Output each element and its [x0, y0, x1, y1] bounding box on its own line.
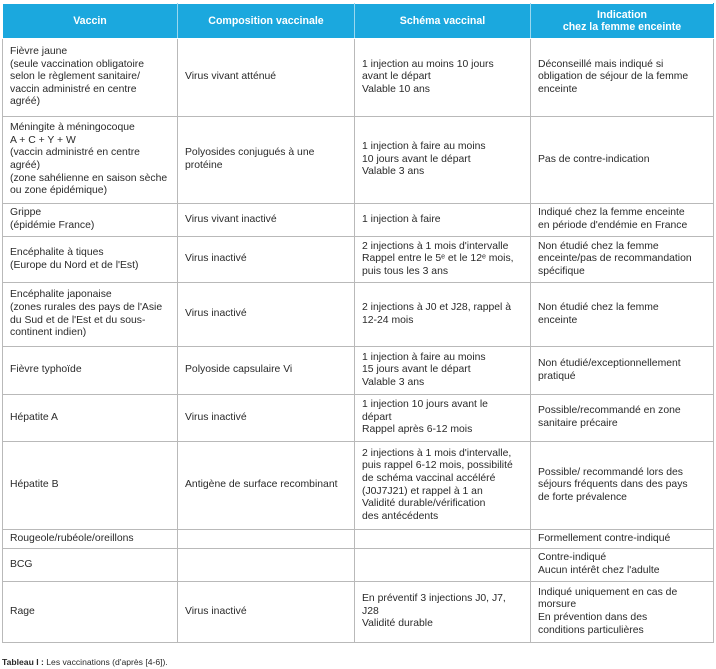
- cell-vaccin: Fièvre typhoïde: [2, 346, 178, 395]
- table-row: Rougeole/rubéole/oreillons Formellement …: [2, 529, 714, 549]
- cell-composition: Polyoside capsulaire Vi: [177, 346, 355, 395]
- cell-indication: Pas de contre-indication: [530, 116, 714, 204]
- cell-composition: Antigène de surface recombinant: [177, 441, 355, 530]
- header-indication: Indication chez la femme enceinte: [530, 3, 714, 39]
- table-row: BCG Contre-indiqué Aucun intérêt chez l'…: [2, 548, 714, 582]
- cell-composition: Virus inactivé: [177, 282, 355, 347]
- cell-composition: Virus inactivé: [177, 394, 355, 442]
- cell-schema: 1 injection 10 jours avant le départ Rap…: [354, 394, 531, 442]
- table-row: Encéphalite à tiques (Europe du Nord et …: [2, 236, 714, 283]
- cell-schema: 2 injections à 1 mois d'intervalle, puis…: [354, 441, 531, 530]
- cell-vaccin: BCG: [2, 548, 178, 582]
- header-composition: Composition vaccinale: [177, 3, 355, 39]
- cell-indication: Non étudié chez la femme enceinte: [530, 282, 714, 347]
- header-schema: Schéma vaccinal: [354, 3, 531, 39]
- table-row: Méningite à méningocoque A + C + Y + W (…: [2, 116, 714, 204]
- cell-indication: Formellement contre-indiqué: [530, 529, 714, 549]
- cell-vaccin: Hépatite B: [2, 441, 178, 530]
- cell-indication: Indiqué chez la femme enceinte en périod…: [530, 203, 714, 237]
- cell-composition: [177, 529, 355, 549]
- cell-schema: 1 injection à faire: [354, 203, 531, 237]
- cell-composition: Polyosides conjugués à une protéine: [177, 116, 355, 204]
- cell-indication: Possible/ recommandé lors des séjours fr…: [530, 441, 714, 530]
- cell-schema: [354, 529, 531, 549]
- table-caption: Tableau I : Les vaccinations (d'après [4…: [2, 657, 168, 667]
- cell-vaccin: Fièvre jaune (seule vaccination obligato…: [2, 38, 178, 117]
- table-row: Hépatite A Virus inactivé 1 injection 10…: [2, 394, 714, 442]
- cell-schema: 1 injection à faire au moins 15 jours av…: [354, 346, 531, 395]
- cell-schema: 1 injection au moins 10 jours avant le d…: [354, 38, 531, 117]
- table-row: Fièvre jaune (seule vaccination obligato…: [2, 38, 714, 117]
- cell-schema: [354, 548, 531, 582]
- cell-composition: Virus inactivé: [177, 236, 355, 283]
- cell-composition: [177, 548, 355, 582]
- table-row: Fièvre typhoïde Polyoside capsulaire Vi …: [2, 346, 714, 395]
- cell-schema: 2 injections à J0 et J28, rappel à 12-24…: [354, 282, 531, 347]
- cell-indication: Indiqué uniquement en cas de morsure En …: [530, 581, 714, 643]
- vaccination-table: Vaccin Composition vaccinale Schéma vacc…: [2, 3, 714, 643]
- cell-vaccin: Méningite à méningocoque A + C + Y + W (…: [2, 116, 178, 204]
- cell-vaccin: Encéphalite japonaise (zones rurales des…: [2, 282, 178, 347]
- cell-schema: En préventif 3 injections J0, J7, J28 Va…: [354, 581, 531, 643]
- cell-vaccin: Hépatite A: [2, 394, 178, 442]
- header-vaccin: Vaccin: [2, 3, 178, 39]
- cell-vaccin: Rage: [2, 581, 178, 643]
- cell-indication: Possible/recommandé en zone sanitaire pr…: [530, 394, 714, 442]
- table-body: Fièvre jaune (seule vaccination obligato…: [2, 38, 714, 643]
- cell-indication: Contre-indiqué Aucun intérêt chez l'adul…: [530, 548, 714, 582]
- table-row: Grippe (épidémie France) Virus vivant in…: [2, 203, 714, 237]
- cell-indication: Déconseillé mais indiqué si obligation d…: [530, 38, 714, 117]
- cell-composition: Virus vivant inactivé: [177, 203, 355, 237]
- cell-schema: 1 injection à faire au moins 10 jours av…: [354, 116, 531, 204]
- cell-vaccin: Grippe (épidémie France): [2, 203, 178, 237]
- cell-indication: Non étudié chez la femme enceinte/pas de…: [530, 236, 714, 283]
- table-row: Encéphalite japonaise (zones rurales des…: [2, 282, 714, 347]
- cell-vaccin: Rougeole/rubéole/oreillons: [2, 529, 178, 549]
- table-header-row: Vaccin Composition vaccinale Schéma vacc…: [2, 3, 714, 39]
- cell-vaccin: Encéphalite à tiques (Europe du Nord et …: [2, 236, 178, 283]
- caption-label: Tableau I :: [2, 657, 44, 667]
- cell-composition: Virus vivant atténué: [177, 38, 355, 117]
- cell-indication: Non étudié/exceptionnellement pratiqué: [530, 346, 714, 395]
- cell-composition: Virus inactivé: [177, 581, 355, 643]
- table-row: Rage Virus inactivé En préventif 3 injec…: [2, 581, 714, 643]
- table-row: Hépatite B Antigène de surface recombina…: [2, 441, 714, 530]
- cell-schema: 2 injections à 1 mois d'intervalle Rappe…: [354, 236, 531, 283]
- caption-text: Les vaccinations (d'après [4-6]).: [43, 657, 168, 667]
